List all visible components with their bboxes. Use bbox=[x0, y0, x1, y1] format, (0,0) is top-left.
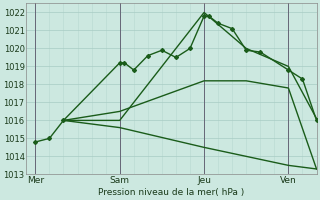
X-axis label: Pression niveau de la mer( hPa ): Pression niveau de la mer( hPa ) bbox=[98, 188, 244, 197]
